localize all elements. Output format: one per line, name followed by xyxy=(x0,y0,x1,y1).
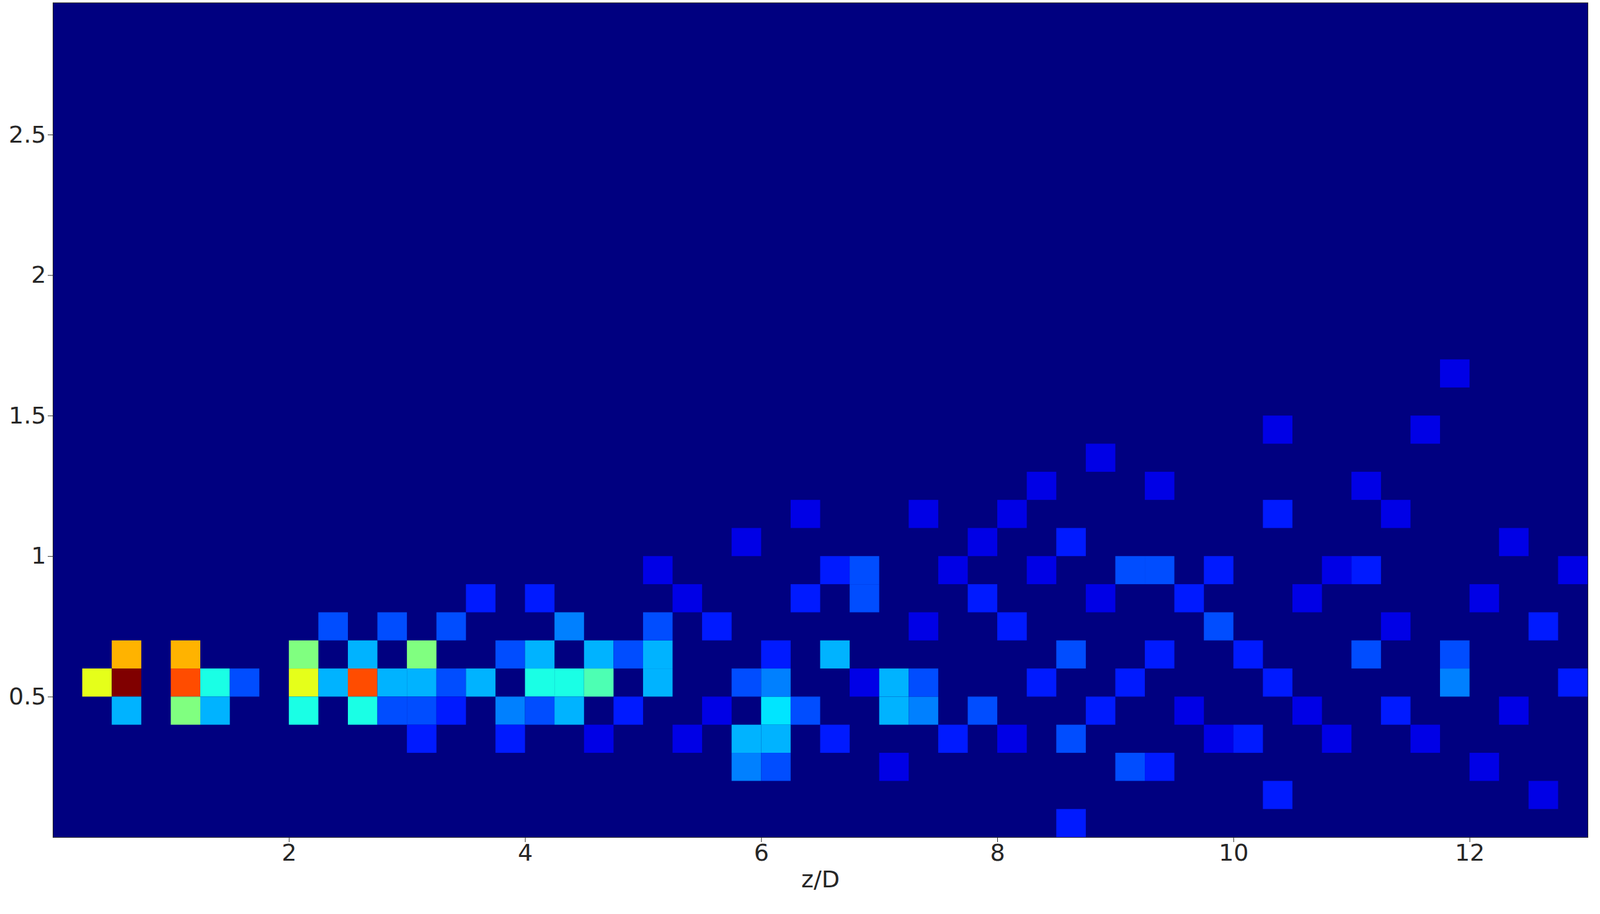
svg-text:12: 12 xyxy=(1454,839,1485,867)
svg-text:6: 6 xyxy=(754,839,769,867)
svg-text:2.5: 2.5 xyxy=(8,120,46,149)
svg-text:2: 2 xyxy=(31,261,46,289)
svg-text:2: 2 xyxy=(281,839,297,867)
svg-text:10: 10 xyxy=(1218,839,1249,867)
svg-text:1: 1 xyxy=(31,542,46,570)
svg-text:0.5: 0.5 xyxy=(8,682,46,711)
svg-text:1.5: 1.5 xyxy=(8,401,46,430)
svg-text:z/D: z/D xyxy=(801,865,840,894)
svg-text:8: 8 xyxy=(989,839,1005,867)
svg-text:4: 4 xyxy=(517,839,533,867)
